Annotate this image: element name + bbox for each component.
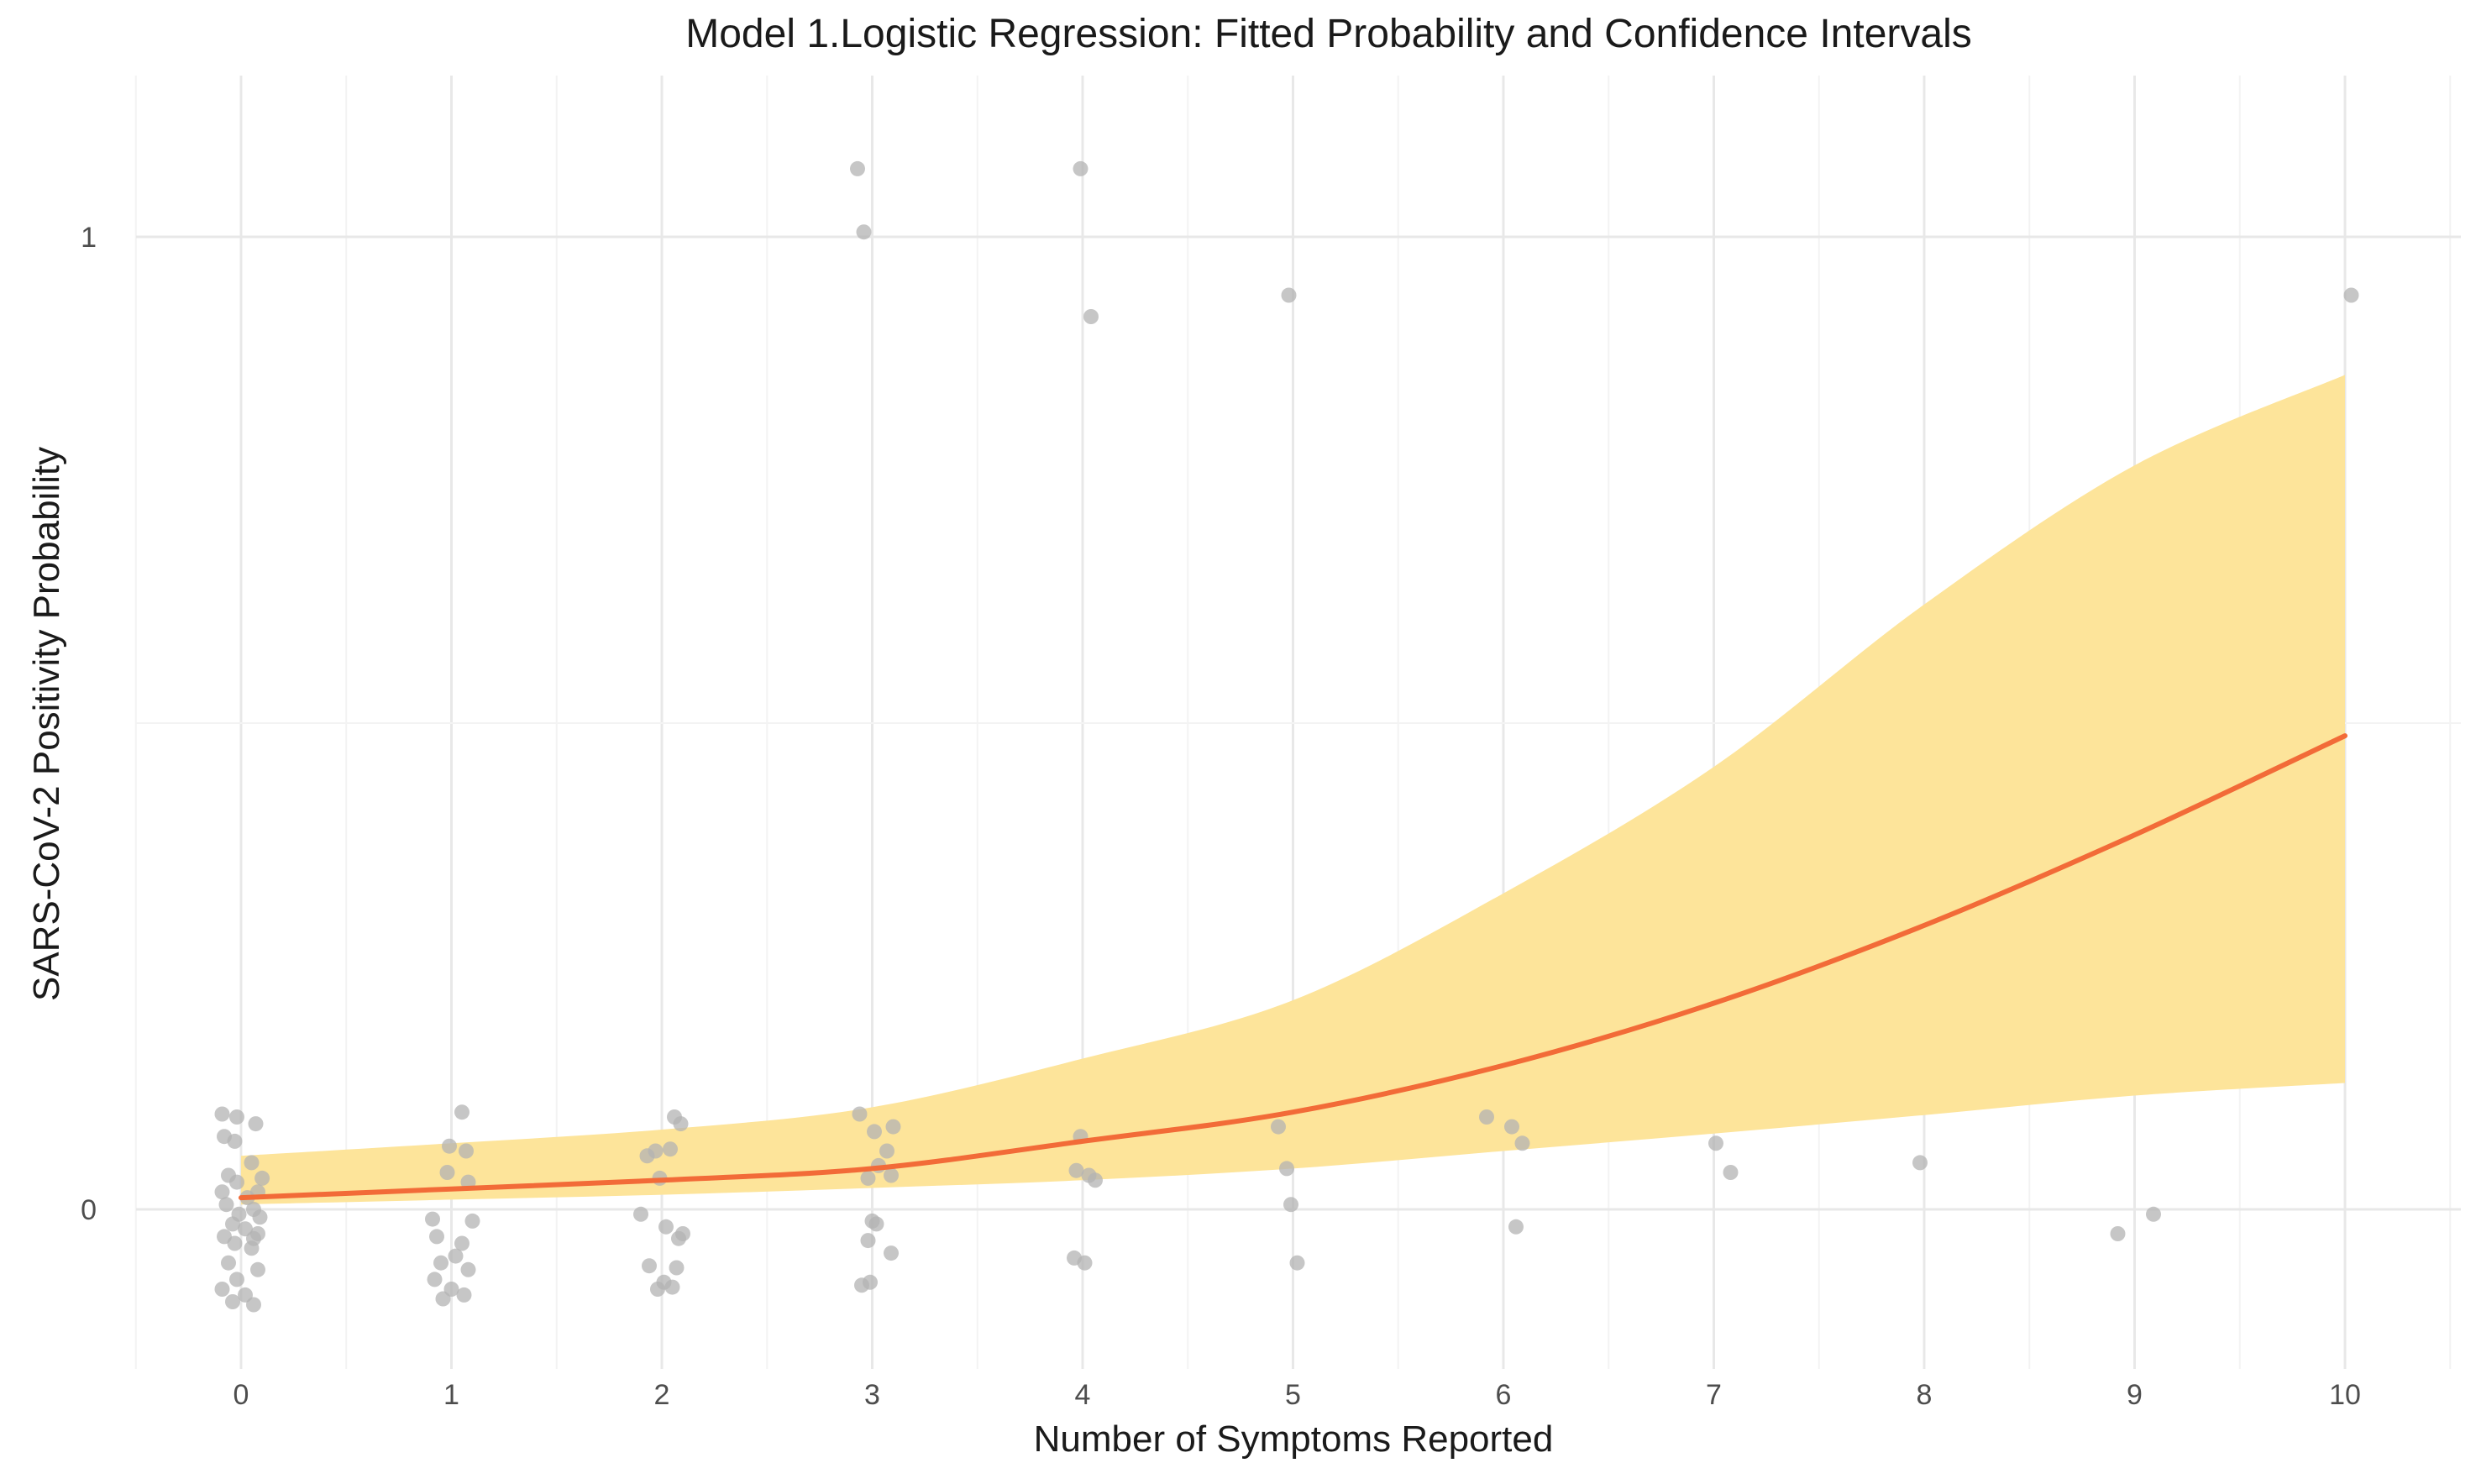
observation-point — [673, 1116, 689, 1132]
observation-point — [221, 1255, 236, 1271]
observation-point — [227, 1235, 243, 1251]
observation-point — [460, 1261, 476, 1277]
chart-title: Model 1.Logistic Regression: Fitted Prob… — [685, 12, 1971, 56]
x-tick-label: 7 — [1706, 1379, 1722, 1411]
observation-point — [1281, 287, 1297, 303]
observation-point — [650, 1282, 665, 1297]
observation-point — [250, 1261, 265, 1277]
x-tick-label: 6 — [1496, 1379, 1512, 1411]
observation-point — [1514, 1135, 1530, 1151]
y-tick-label: 0 — [81, 1194, 97, 1226]
observation-point — [459, 1143, 474, 1159]
x-tick-label: 9 — [2127, 1379, 2143, 1411]
observation-point — [435, 1291, 451, 1307]
observation-point — [427, 1272, 443, 1287]
observation-point — [464, 1213, 480, 1229]
observation-point — [252, 1209, 268, 1225]
observation-point — [639, 1148, 655, 1164]
observation-point — [633, 1206, 648, 1222]
observation-point — [1068, 1162, 1084, 1178]
observation-point — [1912, 1155, 1928, 1171]
observation-point — [868, 1216, 884, 1232]
observation-point — [642, 1258, 657, 1274]
observation-point — [671, 1230, 686, 1246]
observation-point — [1708, 1135, 1723, 1151]
observation-point — [860, 1170, 876, 1186]
observation-point — [244, 1240, 260, 1256]
observation-point — [663, 1141, 678, 1157]
observation-point — [227, 1133, 243, 1149]
x-axis-ticks: 0 1 2 3 4 5 6 7 8 9 10 — [233, 1379, 2361, 1411]
observation-point — [658, 1219, 674, 1235]
observation-point — [246, 1297, 261, 1313]
observation-point — [850, 160, 865, 176]
observation-point — [229, 1174, 244, 1190]
observation-point — [1479, 1109, 1494, 1125]
x-tick-label: 8 — [1917, 1379, 1933, 1411]
observation-point — [439, 1165, 455, 1180]
observation-point — [2343, 287, 2359, 303]
observation-point — [1723, 1165, 1739, 1180]
x-tick-label: 1 — [443, 1379, 459, 1411]
observation-point — [867, 1124, 882, 1140]
observation-point — [2146, 1206, 2161, 1222]
observation-point — [860, 1233, 876, 1249]
observation-point — [456, 1287, 472, 1303]
observation-point — [856, 224, 872, 240]
observation-point — [879, 1143, 894, 1159]
observation-point — [1279, 1161, 1294, 1177]
observation-point — [1083, 309, 1099, 324]
observation-point — [1073, 160, 1088, 176]
observation-point — [884, 1245, 899, 1261]
observation-point — [454, 1235, 469, 1251]
observation-point — [433, 1255, 449, 1271]
observation-point — [884, 1167, 899, 1183]
observation-point — [214, 1282, 230, 1297]
observation-point — [229, 1272, 244, 1287]
observation-point — [225, 1216, 240, 1232]
observation-point — [448, 1248, 464, 1264]
observation-point — [664, 1279, 680, 1295]
observation-point — [425, 1211, 440, 1227]
y-axis-ticks: 01 — [81, 222, 97, 1226]
observation-point — [1077, 1255, 1093, 1271]
y-tick-label: 1 — [81, 222, 97, 254]
fitted-probability-line — [239, 733, 2347, 1201]
x-axis-title: Number of Symptoms Reported — [1034, 1418, 1554, 1460]
observation-point — [248, 1116, 264, 1132]
observation-point — [225, 1294, 240, 1309]
observation-point — [229, 1109, 244, 1125]
observation-point — [852, 1106, 868, 1122]
x-tick-label: 10 — [2329, 1379, 2361, 1411]
observation-point — [1504, 1119, 1519, 1135]
observation-point — [1283, 1197, 1298, 1213]
observed-points — [214, 160, 2359, 1313]
observation-point — [1289, 1255, 1305, 1271]
observation-point — [669, 1260, 685, 1276]
observation-point — [2110, 1226, 2126, 1241]
confidence-interval-band — [241, 375, 2345, 1205]
x-tick-label: 4 — [1075, 1379, 1091, 1411]
observation-point — [429, 1229, 444, 1245]
y-axis-title: SARS-CoV-2 Positivity Probability — [26, 447, 67, 1001]
x-tick-label: 0 — [233, 1379, 249, 1411]
x-tick-label: 3 — [864, 1379, 880, 1411]
observation-point — [1088, 1172, 1103, 1188]
x-tick-label: 5 — [1285, 1379, 1301, 1411]
observation-point — [885, 1119, 901, 1135]
observation-point — [214, 1106, 230, 1122]
observation-point — [442, 1138, 457, 1154]
observation-point — [454, 1104, 469, 1120]
observation-point — [854, 1277, 869, 1293]
x-tick-label: 2 — [654, 1379, 670, 1411]
observation-point — [218, 1197, 234, 1213]
observation-point — [1508, 1219, 1524, 1235]
observation-point — [254, 1170, 270, 1186]
observation-point — [214, 1184, 230, 1200]
observation-point — [1271, 1119, 1286, 1135]
observation-point — [244, 1155, 260, 1171]
